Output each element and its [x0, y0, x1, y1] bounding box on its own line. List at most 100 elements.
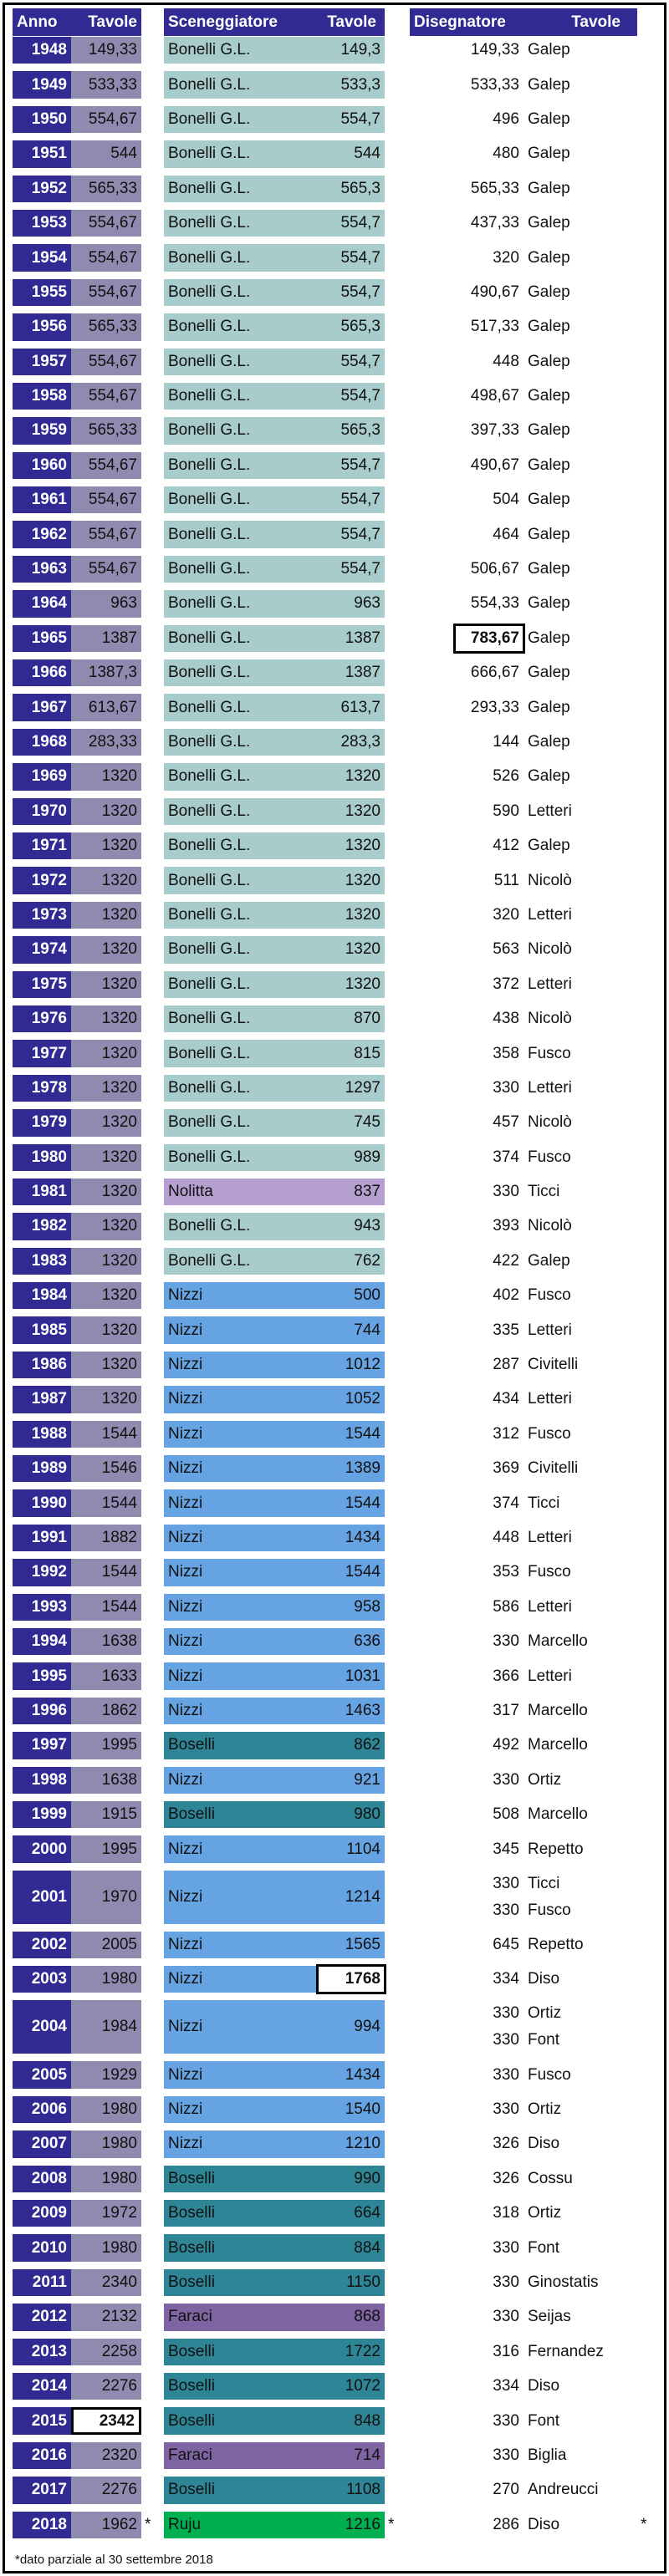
- disegnatore-tavole: 490,67: [470, 456, 519, 474]
- header-sceneggiatore: Sceneggiatore: [168, 13, 278, 31]
- year-cell: 1998: [13, 1766, 71, 1794]
- sceneggiatore-name: Nizzi: [168, 1321, 203, 1339]
- sceneggiatore-name: Nizzi: [168, 1424, 203, 1443]
- disegnatore-name: Galep: [528, 41, 570, 59]
- table-row: 2008 1980 Boselli 990 Cossu 326: [0, 2165, 669, 2193]
- disegnatore-name: Letteri: [528, 975, 572, 993]
- disegnatore-name: Ticci: [528, 1874, 560, 1892]
- total-cell: 544: [71, 140, 141, 168]
- year-cell: 1956: [13, 313, 71, 341]
- year-cell: 1987: [13, 1386, 71, 1413]
- sceneggiatore-tavole: 565,3: [340, 318, 380, 336]
- sceneggiatore-name: Boselli: [168, 1805, 215, 1824]
- year-cell: 1996: [13, 1697, 71, 1725]
- table-body: 1948 149,33 Bonelli G.L. 149,3 Galep 149,33 19…: [0, 37, 669, 2546]
- sceneggiatore-tavole: 1544: [345, 1424, 380, 1443]
- sceneggiatore-name: Bonelli G.L.: [168, 145, 251, 163]
- sceneggiatore-cell: Ruju 1216: [164, 2511, 385, 2538]
- disegnatore-cell: Letteri 366: [410, 1662, 637, 1689]
- table-row: 2017 2276 Boselli 1108 Andreucci 270: [0, 2477, 669, 2504]
- disegnatore-name: Galep: [528, 1251, 570, 1270]
- sceneggiatore-name: Boselli: [168, 2411, 215, 2430]
- disegnatore-name: Fusco: [528, 1563, 571, 1581]
- disegnatore-tavole: 334: [493, 1970, 519, 1988]
- total-cell: 1387: [71, 624, 141, 653]
- disegnatore-cell: Diso 326: [410, 2131, 637, 2157]
- disegnatore-tavole: 287: [493, 1356, 519, 1374]
- table-row: 1968 283,33 Bonelli G.L. 283,3 Galep 144: [0, 728, 669, 756]
- year-cell: 1994: [13, 1627, 71, 1656]
- header-tavole-dis: Tavole: [571, 13, 620, 31]
- sceneggiatore-cell: Boselli 1150: [164, 2268, 385, 2297]
- sceneggiatore-cell: Bonelli G.L. 554,7: [164, 209, 385, 237]
- total-cell: 1320: [71, 936, 141, 964]
- year-cell: 1988: [13, 1420, 71, 1448]
- header-sceneggiatore-block: Sceneggiatore Tavole: [164, 8, 385, 36]
- disegnatore-tavole: 506,67: [470, 560, 519, 578]
- disegnatore-cell: Letteri 372: [410, 971, 637, 998]
- disegnatore-name: Repetto: [528, 1935, 584, 1953]
- disegnatore-name: Galep: [528, 733, 570, 751]
- year-cell: 1963: [13, 555, 71, 583]
- year-cell: 1969: [13, 763, 71, 791]
- disegnatore-cell: Galep 144: [410, 729, 637, 756]
- disegnatore-name: Fusco: [528, 1044, 571, 1062]
- disegnatore-tavole: 316: [493, 2342, 519, 2360]
- sceneggiatore-tavole: 815: [354, 1044, 380, 1062]
- disegnatore-name: Ortiz: [528, 2004, 562, 2023]
- total-cell: 1638: [71, 1766, 141, 1794]
- total-cell: 1929: [71, 2061, 141, 2089]
- total-cell: 533,33: [71, 71, 141, 99]
- disegnatore-tavole: 448: [493, 1528, 519, 1546]
- disegnatore-tavole: 397,33: [470, 421, 519, 440]
- disegnatore-name: Galep: [528, 214, 570, 232]
- table-row: 1971 1320 Bonelli G.L. 1320 Galep 412: [0, 832, 669, 860]
- sceneggiatore-tavole: 868: [354, 2308, 380, 2326]
- total-cell: 1320: [71, 763, 141, 791]
- disegnatore-tavole: 330: [493, 1874, 519, 1892]
- year-cell: 1976: [13, 1005, 71, 1033]
- year-cell: 2012: [13, 2304, 71, 2331]
- table-row: 2016 2320 Faraci 714 Biglia 330: [0, 2441, 669, 2470]
- sceneggiatore-name: Bonelli G.L.: [168, 1217, 251, 1235]
- disegnatore-cell: Civitelli 287: [410, 1352, 637, 1378]
- year-cell: 2015: [13, 2407, 71, 2435]
- disegnatore-tavole: 666,67: [470, 664, 519, 682]
- sceneggiatore-tavole: 554,7: [340, 387, 380, 405]
- sceneggiatore-tavole: 533,3: [340, 75, 380, 94]
- sceneggiatore-tavole: 1722: [345, 2342, 380, 2360]
- disegnatore-name: Galep: [528, 594, 570, 613]
- total-cell: 1980: [71, 2131, 141, 2158]
- sceneggiatore-tavole: 714: [354, 2446, 380, 2464]
- table-row: 1964 963 Bonelli G.L. 963 Galep 554,33: [0, 590, 669, 618]
- sceneggiatore-tavole: 554,7: [340, 525, 380, 543]
- total-cell: 1970: [71, 1870, 141, 1924]
- year-cell: 2011: [13, 2268, 71, 2297]
- total-cell: 1320: [71, 1213, 141, 1240]
- total-cell: 1320: [71, 1386, 141, 1413]
- disegnatore-tavole: 320: [493, 905, 519, 924]
- sceneggiatore-name: Bonelli G.L.: [168, 905, 251, 924]
- disegnatore-tavole: 326: [493, 2169, 519, 2187]
- sceneggiatore-tavole: 1320: [345, 802, 380, 820]
- sceneggiatore-name: Bonelli G.L.: [168, 629, 251, 647]
- table-row: 2002 2005 Nizzi 1565 Repetto 645: [0, 1931, 669, 1959]
- disegnatore-cell: Fernandez 316: [410, 2339, 637, 2365]
- disegnatore-tavole: 565,33: [470, 179, 519, 197]
- total-cell: 1320: [71, 1351, 141, 1379]
- disegnatore-name: Ginostatis: [528, 2273, 599, 2292]
- table-row: 1990 1544 Nizzi 1544 Ticci 374: [0, 1489, 669, 1517]
- sceneggiatore-cell: Nizzi 1104: [164, 1835, 385, 1863]
- disegnatore-name: Diso: [528, 1970, 560, 1988]
- table-row: 1965 1387 Bonelli G.L. 1387 Galep 783,67: [0, 623, 669, 654]
- disegnatore-tavole: 434: [493, 1390, 519, 1408]
- total-cell: 2276: [71, 2373, 141, 2400]
- sceneggiatore-cell: Nizzi 1214: [164, 1870, 385, 1924]
- disegnatore-name: Galep: [528, 767, 570, 786]
- sceneggiatore-cell: Boselli 1108: [164, 2477, 385, 2504]
- sceneggiatore-name: Boselli: [168, 2273, 215, 2292]
- sceneggiatore-cell: Bonelli G.L. 762: [164, 1247, 385, 1275]
- disegnatore-name: Letteri: [528, 802, 572, 820]
- total-cell: 1980: [71, 2165, 141, 2193]
- total-cell: 554,67: [71, 105, 141, 134]
